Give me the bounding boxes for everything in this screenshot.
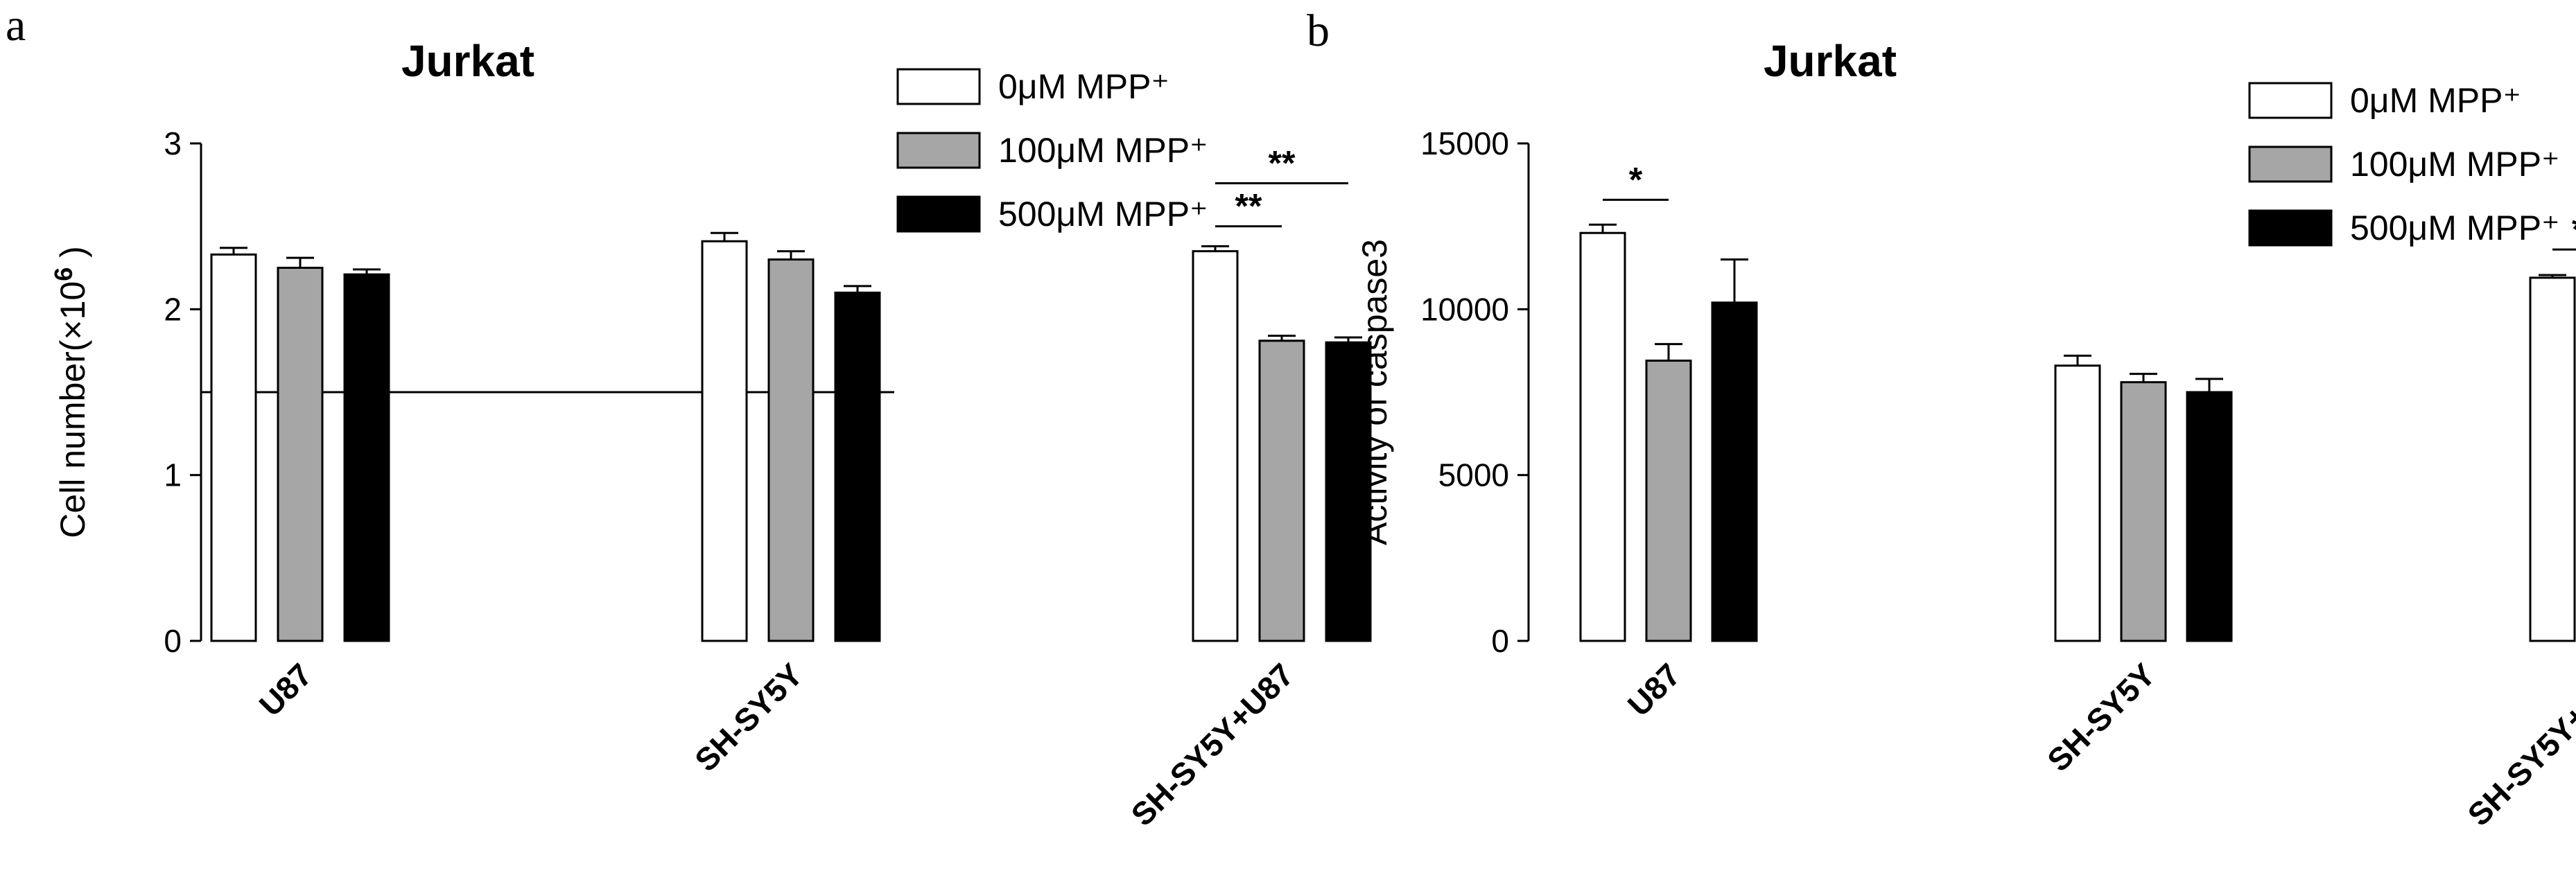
legend-swatch: [2248, 82, 2333, 119]
y-tick-label: 0: [164, 623, 182, 659]
y-axis-label-text: Cell number(×10: [53, 281, 92, 538]
legend-swatch: [2248, 209, 2333, 247]
x-category-label: SH-SY5Y: [688, 656, 810, 778]
y-tick-label: 15000: [1420, 125, 1509, 161]
panel-a-letter: a: [6, 0, 26, 51]
y-tick-label: 5000: [1438, 457, 1509, 493]
bar: [1258, 339, 1305, 642]
bar: [701, 240, 748, 642]
bar: [767, 258, 815, 642]
bar: [2186, 391, 2233, 642]
bar: [2120, 381, 2167, 642]
significance-label: **: [1235, 187, 1262, 226]
significance-label: **: [1269, 143, 1296, 182]
bar: [277, 267, 324, 642]
bar: [343, 273, 390, 642]
legend-label: 100μM MPP⁺: [2350, 145, 2560, 184]
bar: [1645, 360, 1692, 642]
bar: [1325, 341, 1372, 642]
y-tick-label: 3: [164, 125, 182, 161]
legend-label: 0μM MPP⁺: [2350, 81, 2521, 120]
y-tick-label: 0: [1491, 623, 1509, 659]
x-category-label: SH-SY5Y+U87: [1124, 656, 1300, 833]
legend-swatch: [896, 68, 981, 105]
chart-title: Jurkat: [401, 36, 534, 86]
bar: [210, 253, 257, 642]
y-axis-label: Activity of caspase3: [1355, 239, 1394, 545]
x-category-label: U87: [1621, 656, 1687, 723]
bar: [834, 291, 881, 642]
x-category-label: U87: [252, 656, 319, 723]
y-tick-label: 1: [164, 457, 182, 493]
legend-swatch: [896, 195, 981, 233]
bar: [2054, 364, 2101, 642]
bar: [1579, 231, 1626, 642]
legend-swatch: [2248, 145, 2333, 183]
x-category-label: SH-SY5Y: [2040, 656, 2162, 778]
bar: [2529, 276, 2576, 642]
y-axis-label-text: Activity of caspase3: [1355, 239, 1394, 545]
y-axis-label: Cell number(×106 ): [49, 246, 92, 538]
legend-swatch: [896, 132, 981, 169]
bar: [1711, 301, 1758, 642]
panel-b: b Jurkat 0 5000 10000 15000 Activity of caspa…: [1307, 6, 2576, 833]
chart-title: Jurkat: [1764, 36, 1897, 86]
x-category-label: SH-SY5Y+U87: [2460, 656, 2576, 833]
legend-label: 100μM MPP⁺: [998, 131, 1208, 170]
bar: [1192, 250, 1239, 642]
legend-label: 500μM MPP⁺: [998, 195, 1208, 233]
y-axis-label-exponent: 6: [49, 267, 78, 281]
y-tick-label: 2: [164, 291, 182, 327]
panel-b-letter: b: [1307, 6, 1330, 56]
panel-a: a Jurkat 0 1 2 3 Cell number(×106 ) U87 SH-SY5Y…: [6, 0, 1372, 833]
significance-label: **: [2572, 210, 2576, 249]
significance-label: *: [1629, 160, 1643, 199]
y-tick-label: 10000: [1420, 291, 1509, 327]
y-axis-label-close: ): [53, 246, 92, 267]
legend-label: 500μM MPP⁺: [2350, 209, 2560, 247]
legend-label: 0μM MPP⁺: [998, 67, 1169, 106]
